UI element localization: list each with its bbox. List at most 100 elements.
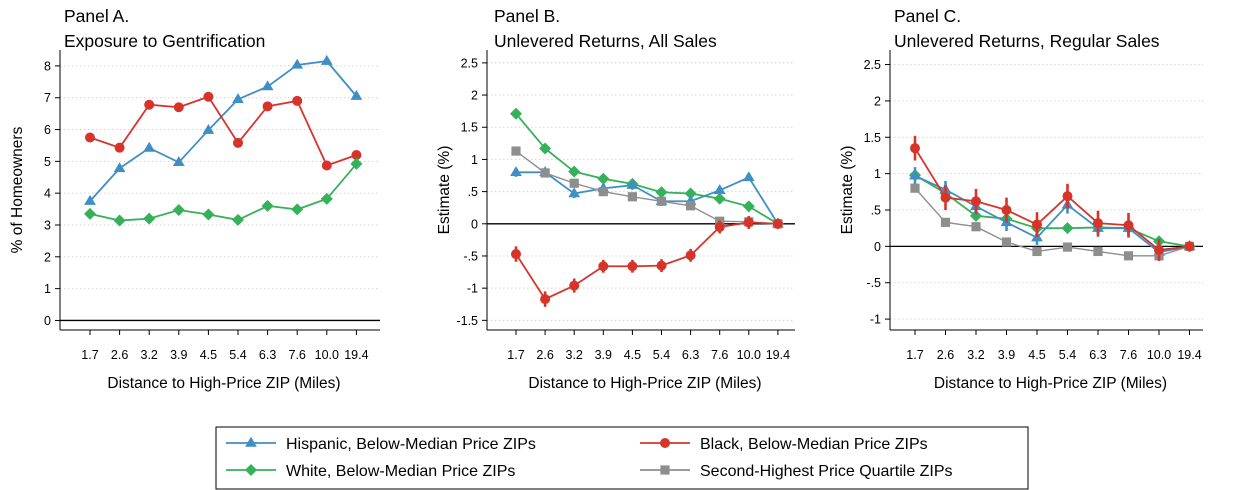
series-hispanic <box>84 54 363 205</box>
y-tick-label: 2.5 <box>461 56 478 70</box>
data-point <box>597 172 610 185</box>
x-tick-label: 3.9 <box>595 348 612 362</box>
x-axis-label: Distance to High-Price ZIP (Miles) <box>528 375 761 392</box>
x-tick-label: 3.9 <box>170 348 187 362</box>
x-tick-label: 3.2 <box>566 348 583 362</box>
data-point <box>510 166 522 177</box>
data-point <box>940 192 951 203</box>
x-tick-label: 4.5 <box>200 348 217 362</box>
data-point <box>569 178 579 188</box>
y-tick-label: 0 <box>44 314 51 328</box>
data-point <box>909 169 921 180</box>
data-point <box>511 146 521 156</box>
x-tick-label: 19.4 <box>1177 348 1201 362</box>
series-line <box>914 187 1190 257</box>
legend-label: Black, Below-Median Price ZIPs <box>700 436 928 453</box>
data-point <box>684 187 697 200</box>
data-point <box>291 203 304 216</box>
data-point <box>772 218 783 229</box>
data-point <box>1062 242 1073 252</box>
x-tick-label: 19.4 <box>766 348 790 362</box>
data-point <box>172 204 185 217</box>
x-tick-label: 3.9 <box>998 348 1015 362</box>
data-point <box>971 222 981 232</box>
x-tick-label: 19.4 <box>344 348 368 362</box>
series-black <box>910 135 1195 261</box>
data-point <box>970 209 982 222</box>
data-point <box>539 142 552 155</box>
x-tick-label: 10.0 <box>737 348 761 362</box>
x-tick-label: 7.6 <box>289 348 306 362</box>
data-point <box>1123 220 1134 231</box>
y-tick-label: 2.5 <box>864 58 881 72</box>
data-point <box>1001 237 1012 247</box>
series-black <box>511 216 783 307</box>
x-tick-label: 1.7 <box>81 348 98 362</box>
data-point <box>742 171 755 182</box>
data-point <box>598 261 609 272</box>
panel-b: Panel B.Unlevered Returns, All Sales-1.5… <box>436 6 795 392</box>
x-axis-label: Distance to High-Price ZIP (Miles) <box>934 375 1167 392</box>
series-white <box>510 107 784 230</box>
data-point <box>143 141 156 152</box>
legend-label: White, Below-Median Price ZIPs <box>286 463 515 480</box>
y-tick-label: 1 <box>471 153 478 167</box>
series-line <box>89 95 357 167</box>
data-point <box>627 192 637 202</box>
data-point <box>321 160 332 171</box>
data-point <box>173 102 184 113</box>
y-tick-label: 5 <box>44 155 51 169</box>
data-point <box>1093 218 1103 229</box>
series-line <box>516 171 779 225</box>
x-axis-label: Distance to High-Price ZIP (Miles) <box>107 375 340 392</box>
data-point <box>261 199 274 212</box>
y-tick-label: 2 <box>471 89 478 103</box>
x-tick-label: 10.0 <box>315 348 339 362</box>
series-line <box>89 163 358 222</box>
x-tick-label: 5.4 <box>1059 348 1076 362</box>
y-tick-label: 7 <box>44 91 51 105</box>
data-point <box>656 260 667 271</box>
y-tick-label: 8 <box>44 59 51 73</box>
data-point <box>85 132 95 143</box>
series-line <box>515 150 778 225</box>
x-tick-label: 1.7 <box>906 348 923 362</box>
data-point <box>626 178 639 189</box>
legend-entry-hispanic: Hispanic, Below-Median Price ZIPs <box>226 436 536 453</box>
data-point <box>1184 241 1195 252</box>
y-tick-label: .5 <box>871 204 881 218</box>
data-point <box>113 214 126 227</box>
legend-label: Second-Highest Price Quartile ZIPs <box>700 463 953 480</box>
data-point <box>202 123 215 134</box>
y-tick-label: 1.5 <box>461 121 478 135</box>
legend-box <box>215 426 1029 490</box>
x-tick-label: 3.2 <box>967 348 984 362</box>
legend-marker <box>245 436 257 447</box>
data-point <box>713 192 726 205</box>
data-point <box>202 208 215 221</box>
y-axis-label: Estimate (%) <box>436 146 453 235</box>
y-tick-label: 1 <box>874 167 881 181</box>
x-tick-label: 2.6 <box>111 348 128 362</box>
legend-label: Hispanic, Below-Median Price ZIPs <box>286 436 536 453</box>
data-point <box>232 93 244 104</box>
y-axis-label: Estimate (%) <box>839 146 856 235</box>
data-point <box>940 217 951 227</box>
data-point <box>910 183 920 193</box>
panel-title-line1: Panel A. <box>64 6 129 26</box>
data-point <box>686 201 696 211</box>
data-point <box>910 143 920 154</box>
data-point <box>292 95 303 106</box>
x-tick-label: 2.6 <box>937 348 954 362</box>
y-tick-label: 3 <box>44 219 51 233</box>
data-point <box>1123 251 1134 261</box>
data-point <box>320 192 333 205</box>
data-point <box>511 249 521 260</box>
y-tick-label: 0 <box>471 217 478 231</box>
data-point <box>1062 191 1073 202</box>
panel-a: Panel A. Exposure to Gentrification 0 1 2 3 4 5… <box>9 6 380 392</box>
y-tick-label: -1 <box>870 313 881 327</box>
x-tick-label: 6.3 <box>1089 348 1106 362</box>
data-point <box>351 150 362 160</box>
